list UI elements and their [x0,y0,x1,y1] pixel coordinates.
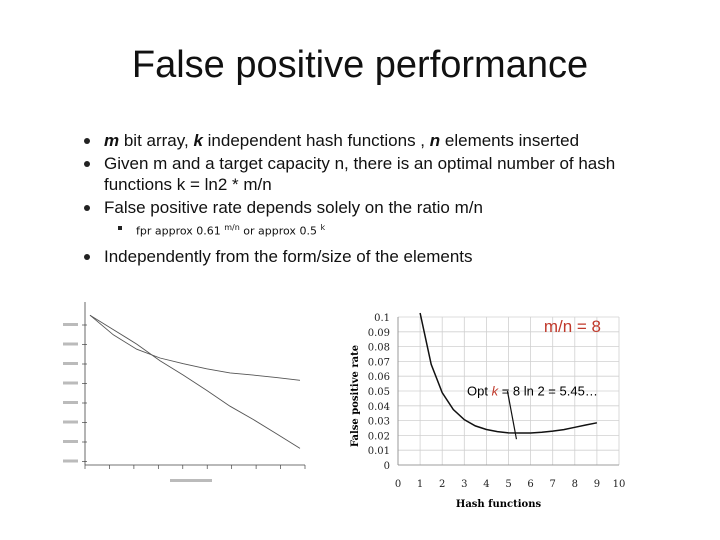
bullet-dot-icon [84,253,90,260]
sub-sup-b: k [320,223,326,232]
bullet-3-text: False positive rate depends solely on th… [104,198,483,217]
y-tick-label: 0 [384,461,390,472]
square-bullet-icon [118,226,122,230]
y-tick-label: 0.03 [368,417,390,428]
left-y-tick-label [63,440,78,443]
bullet-2-text: Given m and a target capacity n, there i… [104,154,616,194]
y-tick-label: 0.09 [368,328,390,339]
slide-title: False positive performance [131,44,589,86]
left-y-tick-label [63,342,78,346]
y-tick-label: 0.06 [368,372,390,383]
small-log-plot [63,302,306,482]
false-positive-chart: 0 0.01 0.02 0.03 0.04 0.05 0.06 0.07 0.08 0.09 0.1… [350,312,626,510]
sub-sup-a: m/n [224,223,240,232]
bullet-1-text-a: bit array, [119,131,194,150]
bullet-3: False positive rate depends solely on th… [84,197,684,218]
var-m: m [104,131,120,150]
x-tick-label: 2 [439,479,445,490]
left-y-tick-label [63,323,78,326]
var-k: k [193,131,203,150]
bullet-1-text-b: independent hash functions , [202,131,430,150]
bullet-4-text: Independently from the form/size of the … [104,246,473,266]
left-y-tick-label [63,459,78,463]
x-tick-label: 0 [395,479,401,490]
var-n: n [429,131,441,150]
sub-text-b: or approx 0.5 [239,224,321,238]
optimum-marker [506,390,518,440]
x-axis-label: Hash functions [456,499,542,510]
sub-text-a: fpr approx 0.61 [136,224,225,238]
x-tick-label: 6 [527,479,533,490]
bullet-dot-icon [84,205,90,211]
bullet-1-text-c: elements inserted [440,131,580,150]
y-tick-label: 0.1 [374,313,390,324]
x-tick-label: 3 [461,479,467,490]
x-tick-label: 9 [594,479,600,490]
left-y-tick-label [63,420,78,424]
x-tick-label: 4 [483,479,489,490]
bullet-2: Given m and a target capacity n, there i… [84,153,684,195]
left-x-axis-label [170,479,212,482]
left-series-line [89,314,301,449]
ratio-annotation: m/n = 8 [544,317,601,336]
y-tick-label: 0.02 [368,431,390,442]
opt-pre: Opt [467,383,492,398]
left-y-tick-label [63,401,78,404]
y-tick-label: 0.08 [368,343,390,354]
left-series-line [89,314,301,381]
x-tick-label: 7 [550,479,556,490]
bullet-4: Independently from the form/size of the … [84,246,684,267]
bullet-list: m bit array, k independent hash function… [84,130,684,269]
opt-post: = 8 ln 2 = 5.45… [498,383,598,398]
bullet-dot-icon [84,161,90,167]
opt-k: k [492,383,500,398]
y-axis-label: False positive rate [350,345,361,447]
fpr-curve [419,312,598,434]
x-tick-label: 8 [572,479,578,490]
x-tick-label: 10 [613,479,626,490]
x-tick-label: 1 [417,479,423,490]
left-y-tick-label [63,362,78,365]
y-tick-label: 0.05 [368,387,390,398]
y-tick-label: 0.07 [368,357,390,368]
y-tick-label: 0.04 [368,402,390,413]
bullet-1: m bit array, k independent hash function… [84,130,684,151]
left-y-tick-label [63,381,78,385]
y-tick-label: 0.01 [368,446,390,457]
sub-bullet: fpr approx 0.61 m/n or approx 0.5 k [84,220,684,240]
x-tick-label: 5 [505,479,511,490]
bullet-dot-icon [84,138,90,144]
optimum-annotation: Opt k = 8 ln 2 = 5.45… [467,383,598,398]
